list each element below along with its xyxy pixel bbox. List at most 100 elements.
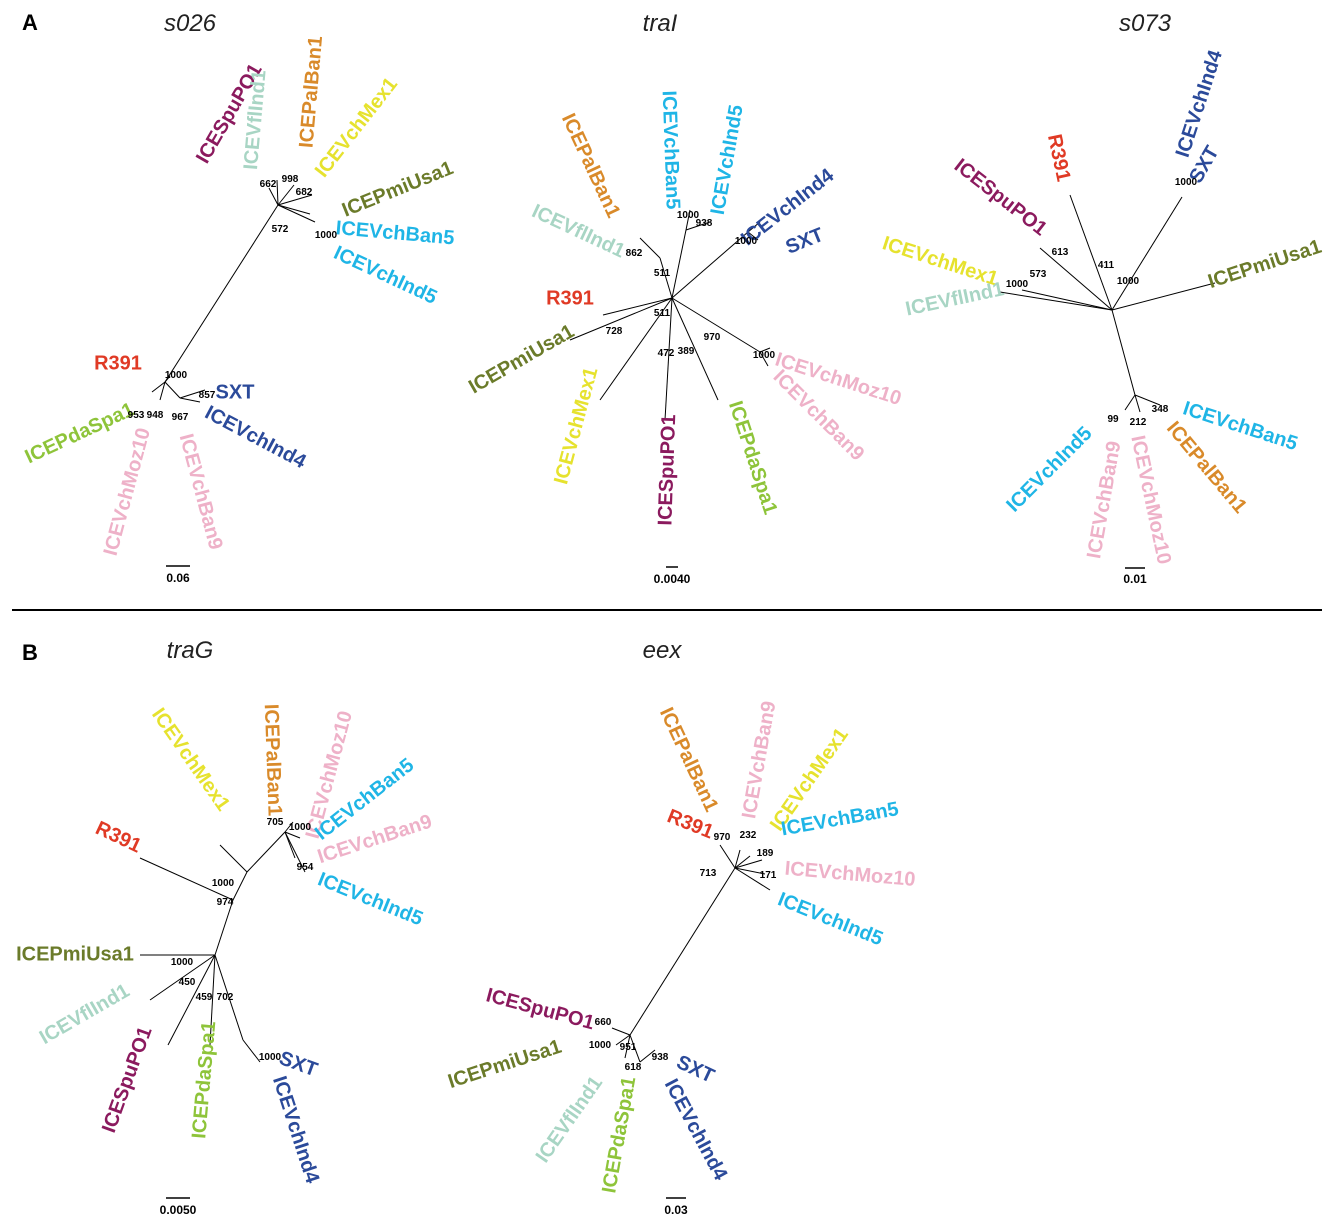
tip-label: ICEVchInd5 xyxy=(315,868,426,930)
tip-label: ICEPmiUsa1 xyxy=(445,1036,564,1093)
tree-branch xyxy=(671,297,719,401)
tip-label: ICEVchInd5 xyxy=(707,103,748,216)
tree-branch xyxy=(759,347,771,353)
tree-branch xyxy=(1069,194,1113,311)
tip-label: ICEVchInd4 xyxy=(268,1074,324,1187)
bootstrap-value: 970 xyxy=(704,332,721,343)
bootstrap-value: 212 xyxy=(1130,417,1147,428)
tree-branch xyxy=(159,381,166,401)
bootstrap-value: 99 xyxy=(1107,414,1119,425)
bootstrap-value: 1000 xyxy=(753,350,776,361)
bootstrap-value: 967 xyxy=(172,412,189,423)
tip-label: ICESpuPO1 xyxy=(484,984,597,1034)
panel-b-label: B xyxy=(22,640,38,665)
tip-label: ICEVchMoz10 xyxy=(1126,433,1175,566)
tree-branch xyxy=(1111,282,1216,311)
panel-divider xyxy=(12,609,1322,611)
tip-label: ICEPdaSpa1 xyxy=(188,1020,220,1139)
bootstrap-value: 1000 xyxy=(259,1052,282,1063)
tree-branch xyxy=(734,849,741,869)
bootstrap-value: 713 xyxy=(700,868,717,879)
tip-label: ICEVchMoz10 xyxy=(784,858,917,891)
tree-branch xyxy=(759,351,769,367)
tip-label: R391 xyxy=(94,352,142,374)
tree-branch xyxy=(629,1034,641,1063)
bootstrap-value: 938 xyxy=(696,218,713,229)
tree-title-s073: s073 xyxy=(1118,10,1172,37)
tip-label: ICEVchInd4 xyxy=(1172,47,1228,160)
bootstrap-value: 682 xyxy=(296,187,313,198)
bootstrap-value: 189 xyxy=(757,848,774,859)
tip-label: ICEPalBan1 xyxy=(655,704,722,815)
bootstrap-value: 232 xyxy=(740,830,757,841)
bootstrap-value: 1000 xyxy=(171,957,194,968)
tip-label: ICEPdaSpa1 xyxy=(598,1075,640,1195)
tree-branch xyxy=(232,871,248,901)
tip-label: ICESpuPO1 xyxy=(654,414,680,526)
tree-branch xyxy=(219,844,248,873)
tree-branch xyxy=(268,187,279,206)
tree-branch xyxy=(179,397,201,403)
tip-label: ICEVchInd4 xyxy=(660,1075,732,1184)
bootstrap-value: 1000 xyxy=(589,1040,612,1051)
tip-label: ICEVchBan9 xyxy=(175,432,227,553)
bootstrap-value: 411 xyxy=(1098,260,1115,271)
bootstrap-value: 1000 xyxy=(677,210,700,221)
tip-label: SXT xyxy=(783,224,827,259)
tree-branch xyxy=(1111,196,1183,311)
bootstrap-value: 613 xyxy=(1052,247,1069,258)
scale-bar-label: 0.01 xyxy=(1123,572,1147,586)
bootstrap-value: 1000 xyxy=(315,230,338,241)
bootstrap-value: 1000 xyxy=(289,822,312,833)
tree-branch xyxy=(611,1027,631,1036)
tree-branch xyxy=(685,209,691,231)
tip-label: ICEVchMex1 xyxy=(550,365,602,487)
tip-label: ICEVflInd1 xyxy=(36,980,134,1049)
tree-branch xyxy=(167,954,216,1046)
tree-trag: ICEVchMex1 ICEPalBan1 ICEVchMoz10ICEVchBan… xyxy=(16,703,435,1217)
bootstrap-value: 662 xyxy=(260,179,277,190)
bootstrap-value: 974 xyxy=(217,897,234,908)
scale-bar-label: 0.06 xyxy=(166,571,190,585)
tree-branch xyxy=(747,221,761,233)
tree-branch xyxy=(214,954,244,1041)
tip-label: R391 xyxy=(1043,132,1074,183)
bootstrap-value: 572 xyxy=(272,224,289,235)
scale-bar-label: 0.0050 xyxy=(160,1203,197,1217)
scale-bar-label: 0.03 xyxy=(664,1203,688,1217)
tree-trai: ICEPalBan1 ICEVchBan5 ICEVchInd5ICEVchInd4… xyxy=(465,90,904,586)
tree-branch xyxy=(747,231,759,241)
bootstrap-value: 1000 xyxy=(1006,279,1029,290)
tip-label: ICEVchBan5 xyxy=(335,217,455,249)
tip-label: ICEVchMoz10 xyxy=(100,426,155,558)
tip-label: ICEVchBan9 xyxy=(1083,439,1125,560)
tip-label: ICEPmiUsa1 xyxy=(1205,236,1324,293)
bootstrap-value: 171 xyxy=(760,870,777,881)
tree-branch xyxy=(284,831,301,839)
tree-branch xyxy=(659,257,673,299)
bootstrap-value: 953 xyxy=(128,410,145,421)
tree-branch xyxy=(569,297,673,341)
bootstrap-value: 954 xyxy=(297,862,314,873)
bootstrap-value: 511 xyxy=(654,308,671,319)
tree-branch xyxy=(277,204,311,215)
tree-branch xyxy=(671,297,761,353)
tip-label: ICEVchBan5 xyxy=(658,90,684,210)
tip-label: ICEVchInd5 xyxy=(1002,422,1096,516)
tree-branch xyxy=(277,204,316,223)
tree-branch xyxy=(277,184,295,206)
tip-label: ICESpuPO1 xyxy=(98,1024,157,1136)
bootstrap-value: 857 xyxy=(199,390,216,401)
tip-label: ICESpuPO1 xyxy=(950,155,1051,241)
tree-branch xyxy=(164,204,279,383)
tree-branch xyxy=(734,867,771,891)
tree-branch xyxy=(734,855,751,869)
tip-label: ICEPmiUsa1 xyxy=(16,943,134,965)
tree-branch xyxy=(1134,394,1161,406)
tree-branch xyxy=(599,297,673,401)
tree-branch xyxy=(671,229,687,299)
tree-branch xyxy=(719,844,736,869)
